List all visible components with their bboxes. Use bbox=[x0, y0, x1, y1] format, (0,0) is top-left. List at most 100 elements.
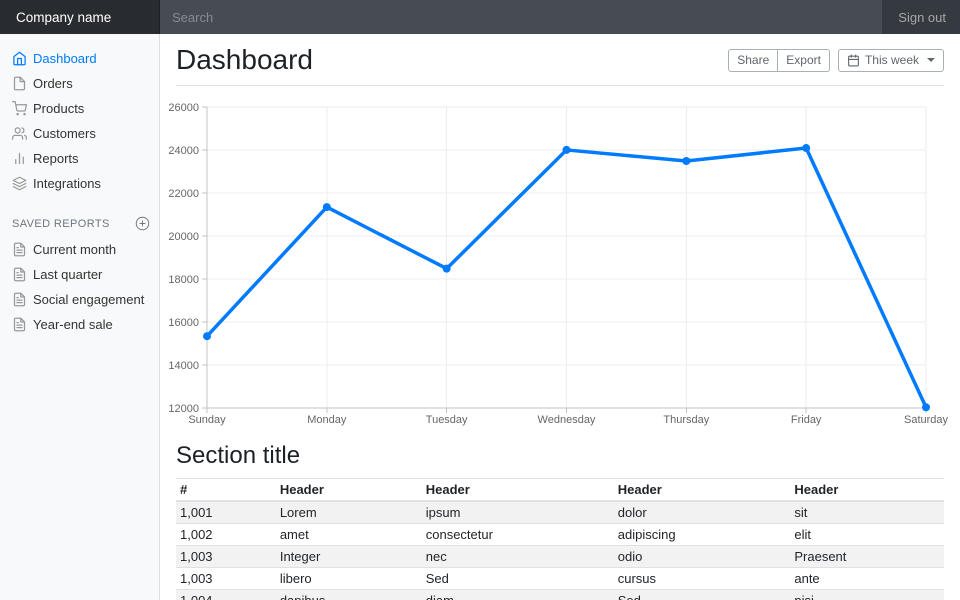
brand[interactable]: Company name bbox=[0, 0, 160, 34]
period-dropdown-button[interactable]: This week bbox=[837, 48, 944, 72]
sidebar-item-orders[interactable]: Orders bbox=[0, 71, 160, 96]
sidebar-item-dashboard[interactable]: Dashboard bbox=[0, 46, 160, 71]
sidebar-item: Products bbox=[0, 96, 160, 121]
y-axis-tick-label: 24000 bbox=[168, 145, 199, 157]
x-axis-tick-label: Friday bbox=[791, 414, 822, 426]
table-cell: 1,002 bbox=[176, 523, 276, 546]
saved-report-label: Social engagement bbox=[33, 292, 145, 307]
saved-report-year-end-sale[interactable]: Year-end sale bbox=[0, 312, 160, 337]
file-text-icon bbox=[12, 317, 27, 332]
saved-report-item: Social engagement bbox=[0, 287, 160, 312]
table-row: 1,002 amet consectetur adipiscing elit bbox=[176, 523, 944, 546]
chart-point-sunday bbox=[203, 332, 211, 341]
table-row: 1,004dapibusdiamSednisi bbox=[176, 589, 944, 600]
saved-reports-heading: Saved reports bbox=[0, 216, 160, 231]
y-axis-tick-label: 20000 bbox=[168, 231, 199, 243]
bar-chart-icon bbox=[12, 151, 27, 166]
users-icon bbox=[12, 126, 27, 141]
sidebar-item-label: Dashboard bbox=[33, 51, 97, 66]
table-cell: 1,003 bbox=[176, 545, 276, 568]
sidebar-item-label: Orders bbox=[33, 76, 73, 91]
saved-report-label: Current month bbox=[33, 242, 117, 257]
page-title: Dashboard bbox=[176, 44, 313, 75]
table-row: 1,001 Lorem ipsum dolor sit bbox=[176, 500, 944, 524]
table-cell: amet bbox=[275, 523, 422, 546]
sidebar-item-products[interactable]: Products bbox=[0, 96, 160, 121]
sidebar-item: Customers bbox=[0, 121, 160, 146]
x-axis-tick-label: Sunday bbox=[188, 414, 226, 426]
table-cell: adipiscing bbox=[613, 523, 791, 546]
traffic-line-chart: 12000 14000 16000 18000 20000 22000 24000 26000… bbox=[168, 98, 948, 428]
saved-reports-heading-label: Saved reports bbox=[12, 217, 110, 230]
sidebar-item: Orders bbox=[0, 71, 160, 96]
chart-point-monday bbox=[322, 203, 331, 212]
y-axis-tick-label: 14000 bbox=[168, 360, 199, 372]
saved-report-item: Year-end sale bbox=[0, 312, 160, 337]
chart-canvas: 12000 14000 16000 18000 20000 22000 24000 26000… bbox=[168, 102, 948, 426]
table-cell: cursus bbox=[613, 567, 791, 590]
section-title: Section title bbox=[176, 442, 301, 469]
search-input[interactable] bbox=[160, 0, 883, 34]
home-icon bbox=[12, 51, 27, 66]
table-column-header: Header bbox=[790, 478, 944, 502]
chart-point-friday bbox=[802, 144, 811, 153]
table-cell: ante bbox=[790, 567, 944, 590]
y-axis-tick-label: 26000 bbox=[168, 102, 199, 114]
table-cell: sit bbox=[790, 500, 944, 524]
plus-circle-icon[interactable] bbox=[135, 216, 150, 231]
x-axis-tick-label: Saturday bbox=[904, 414, 949, 426]
x-axis-tick-label: Thursday bbox=[663, 414, 709, 426]
saved-report-last-quarter[interactable]: Last quarter bbox=[0, 262, 160, 287]
file-icon bbox=[12, 76, 27, 91]
sidebar-item-label: Products bbox=[33, 101, 85, 116]
table-cell: 1,003 bbox=[176, 567, 276, 590]
sidebar-item-label: Reports bbox=[33, 151, 79, 166]
saved-report-current-month[interactable]: Current month bbox=[0, 237, 160, 262]
y-axis-tick-label: 22000 bbox=[168, 188, 199, 200]
table-column-header: Header bbox=[275, 478, 422, 502]
saved-report-social-engagement[interactable]: Social engagement bbox=[0, 287, 160, 312]
sidebar-item: Dashboard bbox=[0, 46, 160, 71]
share-export-group: Share Export bbox=[728, 48, 830, 72]
y-axis-tick-label: 16000 bbox=[168, 317, 199, 329]
file-text-icon bbox=[12, 267, 27, 282]
caret-down-icon bbox=[927, 58, 935, 62]
sidebar-item: Integrations bbox=[0, 171, 160, 196]
share-button[interactable]: Share bbox=[728, 48, 779, 72]
sidebar: Dashboard Orders Products Customers Reports I… bbox=[0, 34, 160, 600]
x-axis-tick-label: Wednesday bbox=[538, 414, 596, 426]
table-column-header: Header bbox=[421, 478, 614, 502]
table-cell: Lorem bbox=[275, 500, 422, 524]
table-row: 1,003 libero Sed cursus ante bbox=[176, 567, 944, 590]
saved-report-label: Year-end sale bbox=[33, 317, 113, 332]
table-cell: Sed bbox=[421, 567, 614, 590]
table-cell: libero bbox=[275, 567, 422, 590]
table-cell: Praesent bbox=[790, 545, 944, 568]
chart-axis-labels: 12000 14000 16000 18000 20000 22000 24000 26000… bbox=[168, 102, 948, 426]
chart-point-saturday bbox=[922, 403, 930, 412]
table-cell: nisi bbox=[790, 589, 944, 600]
table-cell: Integer bbox=[275, 545, 422, 568]
x-axis-tick-label: Tuesday bbox=[426, 414, 468, 426]
saved-report-label: Last quarter bbox=[33, 267, 103, 282]
file-text-icon bbox=[12, 292, 27, 307]
sidebar-item-label: Integrations bbox=[33, 176, 101, 191]
y-axis-tick-label: 18000 bbox=[168, 274, 199, 286]
top-navbar: Company name Sign out bbox=[0, 0, 960, 34]
chart-point-thursday bbox=[682, 156, 691, 165]
sidebar-item: Reports bbox=[0, 146, 160, 171]
table-row: 1,003 Integer nec odio Praesent bbox=[176, 545, 944, 568]
x-axis-tick-label: Monday bbox=[307, 414, 347, 426]
chart-point-wednesday bbox=[562, 145, 571, 154]
export-button[interactable]: Export bbox=[778, 48, 830, 72]
sidebar-item-customers[interactable]: Customers bbox=[0, 121, 160, 146]
sign-out-link[interactable]: Sign out bbox=[898, 9, 946, 25]
table-cell: odio bbox=[613, 545, 791, 568]
sidebar-item-reports[interactable]: Reports bbox=[0, 146, 160, 171]
table-column-header: # bbox=[176, 478, 276, 502]
file-text-icon bbox=[12, 242, 27, 257]
chart-point-tuesday bbox=[442, 264, 451, 273]
saved-report-item: Last quarter bbox=[0, 262, 160, 287]
sidebar-item-integrations[interactable]: Integrations bbox=[0, 171, 160, 196]
page-header: Dashboard Share Export This week bbox=[176, 34, 944, 86]
